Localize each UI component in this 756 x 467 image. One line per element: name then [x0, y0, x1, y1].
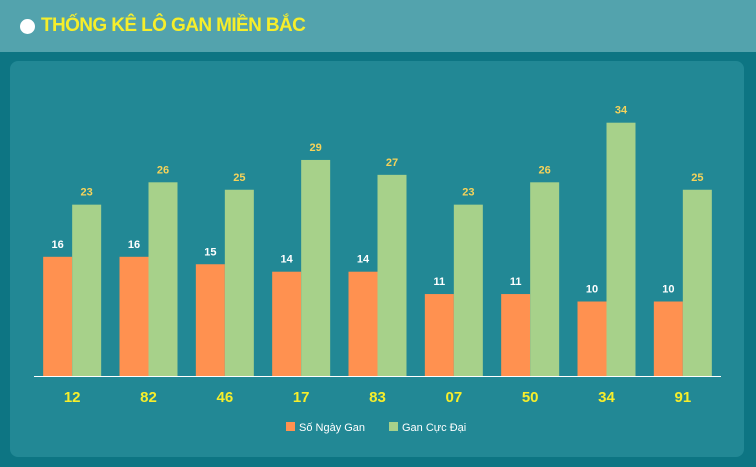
bar-gan-cuc-dai: [72, 204, 102, 376]
x-tick-label: 50: [522, 389, 539, 406]
bar-so-ngay-gan: [424, 294, 454, 376]
bar-gan-cuc-dai: [606, 122, 636, 376]
data-label-gan-cuc-dai: 27: [386, 157, 398, 169]
data-label-gan-cuc-dai: 23: [462, 187, 474, 199]
bar-gan-cuc-dai: [148, 182, 178, 376]
page-title: THỐNG KÊ LÔ GAN MIỀN BẮC: [41, 15, 306, 36]
bar-gan-cuc-dai: [224, 189, 254, 376]
page-header: THỐNG KÊ LÔ GAN MIỀN BẮC: [0, 0, 756, 52]
data-label-gan-cuc-dai: 23: [81, 187, 93, 199]
x-tick-label: 12: [64, 389, 81, 406]
x-tick-label: 46: [216, 389, 233, 406]
data-label-so-ngay-gan: 14: [357, 254, 370, 266]
data-label-gan-cuc-dai: 25: [233, 172, 245, 184]
bullet-icon: [20, 18, 35, 34]
bar-gan-cuc-dai: [301, 159, 331, 376]
data-label-so-ngay-gan: 16: [52, 239, 64, 251]
data-label-so-ngay-gan: 10: [586, 284, 598, 296]
data-label-gan-cuc-dai: 34: [615, 105, 628, 117]
legend-label-so-ngay-gan: Số Ngày Gan: [299, 422, 365, 434]
data-label-gan-cuc-dai: 29: [310, 142, 322, 154]
bar-gan-cuc-dai: [453, 204, 483, 376]
x-tick-label: 07: [445, 389, 462, 406]
bar-so-ngay-gan: [653, 301, 683, 376]
data-label-so-ngay-gan: 10: [662, 284, 674, 296]
legend-swatch-gan-cuc-dai: [389, 422, 398, 431]
x-tick-label: 82: [140, 389, 157, 406]
bar-gan-cuc-dai: [530, 182, 560, 376]
x-tick-label: 17: [293, 389, 310, 406]
legend-label-gan-cuc-dai: Gan Cực Đại: [402, 422, 466, 434]
bar-gan-cuc-dai: [682, 189, 712, 376]
data-label-gan-cuc-dai: 25: [691, 172, 703, 184]
bar-so-ngay-gan: [272, 271, 302, 376]
data-label-so-ngay-gan: 15: [204, 246, 216, 258]
x-tick-label: 91: [674, 389, 691, 406]
bar-so-ngay-gan: [348, 271, 378, 376]
bar-so-ngay-gan: [577, 301, 607, 376]
data-label-so-ngay-gan: 11: [434, 276, 446, 288]
legend-swatch-so-ngay-gan: [286, 422, 295, 431]
x-tick-label: 83: [369, 389, 386, 406]
data-label-gan-cuc-dai: 26: [157, 164, 169, 176]
data-label-gan-cuc-dai: 26: [539, 164, 551, 176]
bar-gan-cuc-dai: [377, 174, 407, 376]
bar-so-ngay-gan: [195, 264, 225, 376]
data-label-so-ngay-gan: 11: [510, 276, 522, 288]
data-label-so-ngay-gan: 16: [128, 239, 140, 251]
bar-so-ngay-gan: [43, 256, 73, 376]
x-tick-label: 34: [598, 389, 615, 406]
bar-so-ngay-gan: [501, 294, 531, 376]
bar-so-ngay-gan: [119, 256, 149, 376]
data-label-so-ngay-gan: 14: [281, 254, 294, 266]
